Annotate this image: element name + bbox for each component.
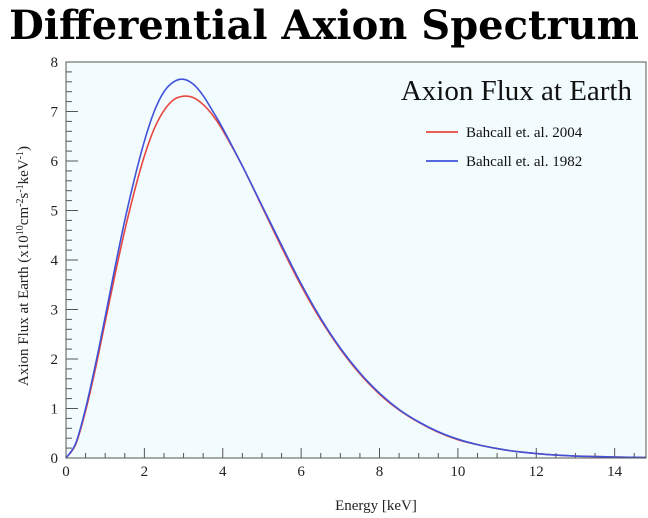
legend: Bahcall et. al. 2004 Bahcall et. al. 1982 xyxy=(426,125,583,170)
y-tick-label: 0 xyxy=(51,451,59,467)
plot-area xyxy=(66,62,646,458)
y-tick-label: 1 xyxy=(51,402,59,418)
series-line-2 xyxy=(65,78,647,459)
plot-frame xyxy=(65,61,647,459)
y-tick-label: 5 xyxy=(51,204,59,220)
y-tick-label: 7 xyxy=(51,105,59,121)
y-axis-label-end: ) xyxy=(16,146,32,151)
y-axis-label: Axion Flux at Earth (x1010cm-2s-1keV-1) xyxy=(15,146,33,386)
y-axis-label-exp2: -2 xyxy=(15,199,26,207)
y-axis-label-main: Axion Flux at Earth (x10 xyxy=(16,235,32,386)
chart-title: Axion Flux at Earth xyxy=(401,75,633,107)
y-tick-label: 6 xyxy=(51,154,59,170)
y-tick-label: 2 xyxy=(51,352,59,368)
y-axis-label-mid2: s xyxy=(16,193,32,199)
x-axis-label: Energy [keV] xyxy=(335,498,417,514)
x-tick-label: 12 xyxy=(529,464,544,480)
series-layer xyxy=(65,78,647,459)
x-tick-label: 14 xyxy=(607,464,623,480)
x-tick-label: 2 xyxy=(141,464,149,480)
x-tick-label: 10 xyxy=(450,464,465,480)
y-axis-label-mid1: cm xyxy=(16,207,32,226)
x-tick-label: 6 xyxy=(297,464,305,480)
y-tick-label: 4 xyxy=(51,253,59,269)
page-title: Differential Axion Spectrum xyxy=(9,2,639,49)
y-axis-label-mid3: keV xyxy=(16,159,32,184)
y-axis-label-exp4: -1 xyxy=(15,151,26,159)
x-tick-label: 8 xyxy=(376,464,384,480)
y-axis-label-exp1: 10 xyxy=(15,225,26,235)
x-tick-label: 0 xyxy=(62,464,70,480)
tick-marks xyxy=(65,61,635,459)
legend-label-1: Bahcall et. al. 2004 xyxy=(466,125,583,141)
y-tick-label: 3 xyxy=(51,303,59,319)
y-tick-label: 8 xyxy=(51,55,59,71)
y-axis-label-exp3: -1 xyxy=(15,184,26,192)
legend-label-2: Bahcall et. al. 1982 xyxy=(466,154,582,170)
x-tick-label: 4 xyxy=(219,464,227,480)
